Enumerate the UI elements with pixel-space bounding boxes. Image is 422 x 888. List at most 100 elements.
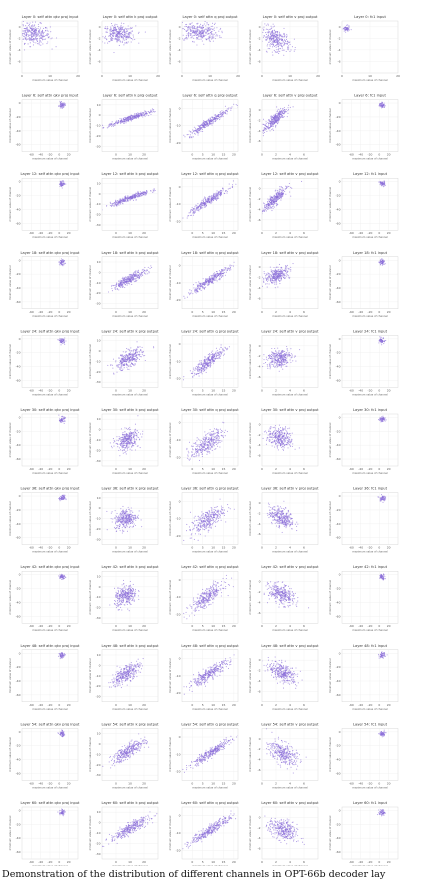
scatter-points <box>58 100 66 109</box>
data-point <box>208 281 210 283</box>
data-point <box>294 46 296 49</box>
data-point <box>236 104 238 107</box>
data-point <box>225 110 227 112</box>
data-point <box>32 44 34 46</box>
data-point <box>127 197 129 199</box>
data-point <box>128 117 130 119</box>
data-point <box>34 35 36 37</box>
data-point <box>123 44 125 46</box>
data-point <box>33 29 36 32</box>
data-point <box>208 198 210 200</box>
x-tick-label: -20 <box>368 153 373 157</box>
data-point <box>275 279 277 281</box>
data-point <box>130 274 132 276</box>
data-point <box>202 282 204 284</box>
y-tick-label: -6 <box>258 139 261 143</box>
data-point <box>116 41 118 43</box>
data-point <box>120 286 122 288</box>
data-point <box>131 279 133 281</box>
data-point <box>225 271 227 273</box>
data-point <box>139 191 141 193</box>
data-point <box>284 267 287 269</box>
data-point <box>350 29 352 31</box>
data-point <box>291 187 293 189</box>
data-point <box>279 283 281 285</box>
data-point <box>214 277 216 279</box>
data-point <box>23 32 25 34</box>
data-point <box>195 289 197 291</box>
data-point <box>217 117 219 119</box>
x-tick-label: 10 <box>368 74 372 78</box>
data-point <box>40 34 42 36</box>
data-point <box>192 25 195 27</box>
data-point <box>102 33 103 35</box>
data-point <box>198 34 200 36</box>
data-point <box>208 120 210 122</box>
data-point <box>114 29 116 31</box>
panel-title: Layer 18: self attn k proj output <box>101 251 159 255</box>
data-point <box>222 115 224 117</box>
scatter-points <box>262 104 294 137</box>
data-point <box>228 107 230 109</box>
data-point <box>269 45 271 47</box>
data-point <box>203 288 206 290</box>
x-tick-label: 2 <box>275 231 277 235</box>
data-point <box>274 126 277 128</box>
x-tick-label: 6 <box>303 310 305 314</box>
data-point <box>282 193 284 195</box>
data-point <box>125 35 127 37</box>
data-point <box>113 125 115 127</box>
data-point <box>129 196 131 198</box>
panel-title: Layer 6: fc1 input <box>354 94 386 98</box>
data-point <box>35 29 37 31</box>
data-point <box>289 106 291 108</box>
x-tick-label: 20 <box>387 310 391 314</box>
data-point <box>275 51 277 53</box>
data-point <box>273 274 275 276</box>
data-point <box>183 39 185 41</box>
scatter-points <box>378 180 386 188</box>
panel-title: Layer 6: self attn k proj output <box>103 94 158 98</box>
data-point <box>264 128 266 130</box>
data-point <box>382 104 384 106</box>
data-point <box>191 136 193 138</box>
data-point <box>133 277 135 280</box>
y-tick-label: -4 <box>258 129 261 133</box>
data-point <box>281 195 283 197</box>
data-point <box>47 30 49 32</box>
x-tick-label: 20 <box>76 74 80 78</box>
y-tick-label: 0 <box>179 106 181 110</box>
data-point <box>218 116 221 119</box>
y-tick-label: -6 <box>18 59 21 63</box>
data-point <box>285 268 287 270</box>
data-point <box>211 277 213 279</box>
y-axis-label: minimum value of channel <box>328 29 332 64</box>
data-point <box>104 27 106 29</box>
data-point <box>281 270 283 272</box>
y-tick-label: -4 <box>18 48 21 52</box>
data-point <box>214 272 216 274</box>
data-point <box>116 288 118 290</box>
data-point <box>36 33 38 35</box>
data-point <box>274 115 276 117</box>
data-point <box>196 36 198 39</box>
data-point <box>37 32 39 34</box>
data-point <box>201 201 203 203</box>
data-point <box>120 201 122 203</box>
data-point <box>289 41 291 43</box>
data-point <box>229 265 231 267</box>
data-point <box>64 262 67 264</box>
data-point <box>218 197 220 199</box>
data-point <box>216 190 218 192</box>
data-point <box>220 27 222 29</box>
data-point <box>277 123 279 125</box>
data-point <box>211 199 213 201</box>
data-point <box>114 123 116 125</box>
data-point <box>276 34 278 36</box>
data-point <box>344 27 346 29</box>
data-point <box>290 186 292 189</box>
data-point <box>202 278 204 280</box>
data-point <box>104 37 107 39</box>
data-point <box>60 103 62 105</box>
data-point <box>267 32 269 34</box>
